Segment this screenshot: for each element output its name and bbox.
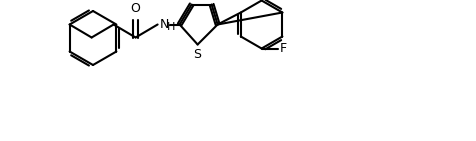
Text: H: H [167,21,175,31]
Text: N: N [159,18,169,31]
Text: O: O [131,3,140,16]
Text: S: S [194,49,202,61]
Text: F: F [279,42,287,55]
Text: N: N [187,0,196,1]
Text: N: N [207,0,216,1]
